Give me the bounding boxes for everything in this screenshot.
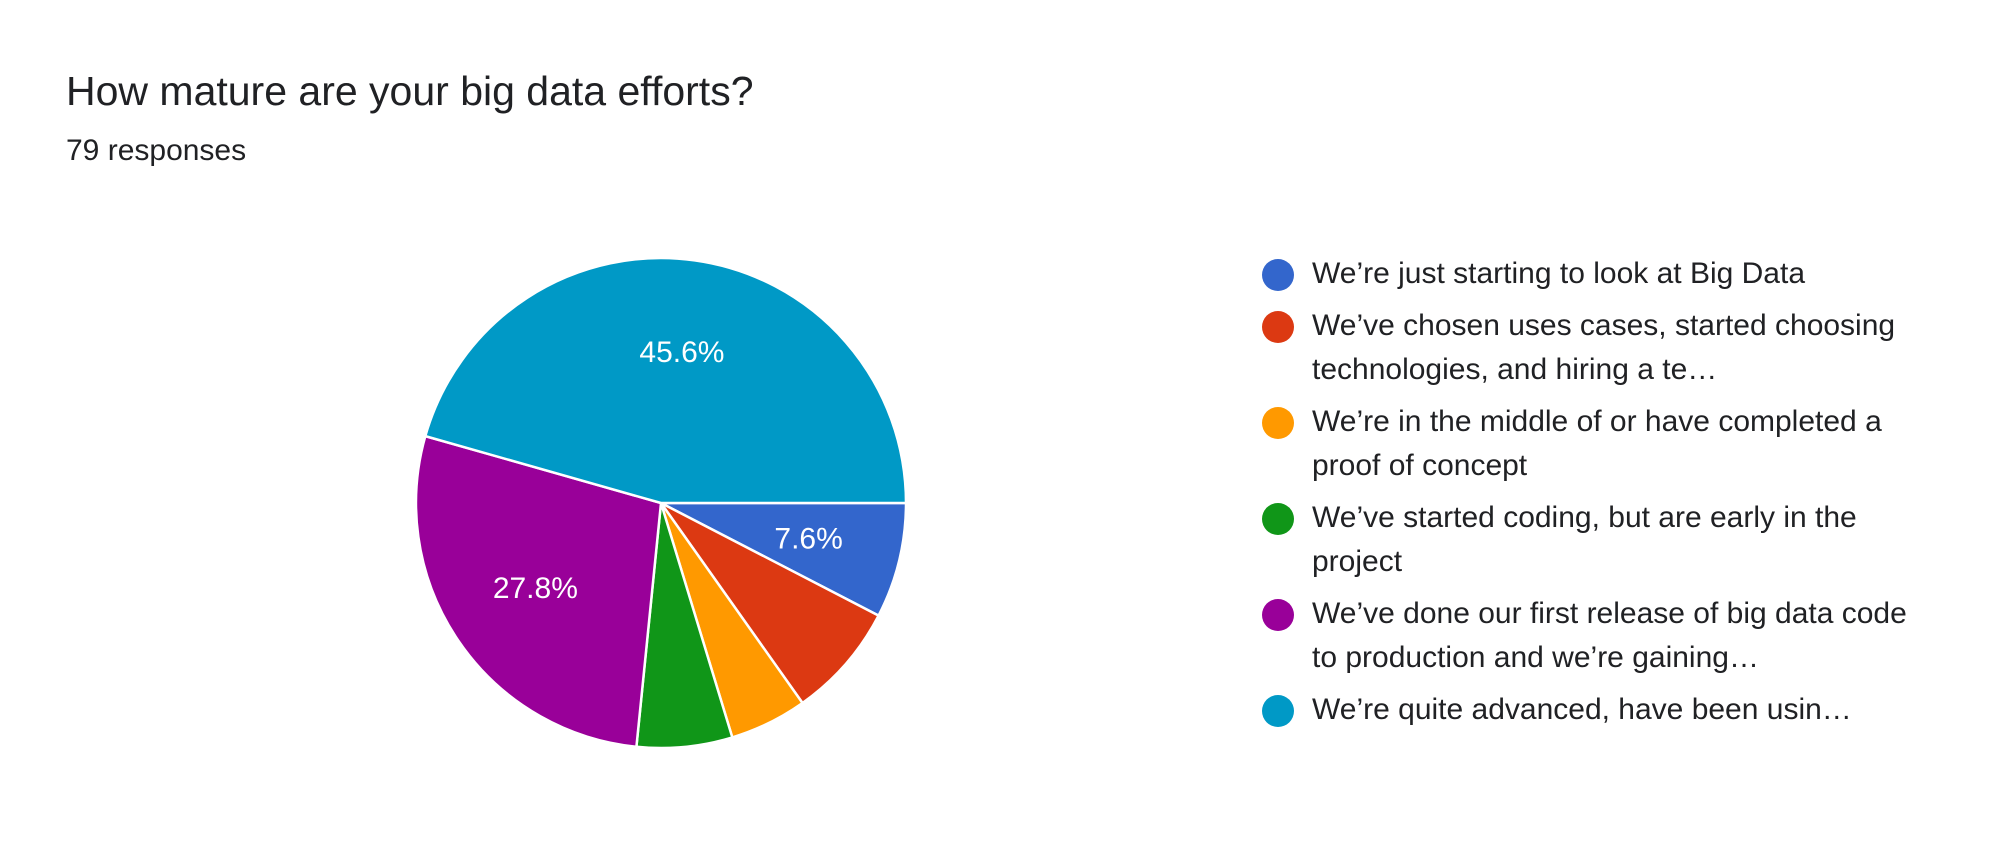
pie-slice-5[interactable]: [414, 434, 663, 749]
legend-item-3[interactable]: We’re in the middle of or have completed…: [1262, 400, 1922, 488]
legend-swatch-icon: [1262, 259, 1294, 291]
legend-item-4[interactable]: We’ve started coding, but are early in t…: [1262, 496, 1922, 584]
legend-item-5[interactable]: We’ve done our first release of big data…: [1262, 592, 1922, 680]
legend-swatch-icon: [1262, 311, 1294, 343]
legend-item-2[interactable]: We’ve chosen uses cases, started choosin…: [1262, 304, 1922, 392]
legend-swatch-icon: [1262, 503, 1294, 535]
legend-label: We’re quite advanced, have been usin…: [1312, 693, 1852, 726]
slice-label-5: 27.8%: [493, 572, 578, 605]
chart-legend: We’re just starting to look at Big Data W…: [1262, 252, 1922, 740]
pie-slice-6[interactable]: [424, 256, 908, 505]
legend-label: We’re in the middle of or have completed…: [1312, 405, 1882, 482]
slice-label-1: 7.6%: [774, 522, 842, 555]
legend-item-6[interactable]: We’re quite advanced, have been usin…: [1262, 688, 1922, 732]
legend-label: We’ve done our first release of big data…: [1312, 597, 1907, 674]
legend-swatch-icon: [1262, 407, 1294, 439]
legend-label: We’ve chosen uses cases, started choosin…: [1312, 309, 1896, 386]
pie-slice-2[interactable]: [659, 501, 880, 705]
slice-label-6: 45.6%: [639, 336, 724, 369]
chart-title: How mature are your big data efforts?: [66, 68, 754, 114]
legend-label: We’re just starting to look at Big Data: [1312, 257, 1806, 290]
response-count: 79 responses: [66, 134, 247, 167]
pie-slice-1[interactable]: [659, 501, 908, 617]
legend-swatch-icon: [1262, 695, 1294, 727]
legend-swatch-icon: [1262, 599, 1294, 631]
legend-label: We’ve started coding, but are early in t…: [1312, 501, 1857, 578]
legend-item-1[interactable]: We’re just starting to look at Big Data: [1262, 252, 1922, 296]
